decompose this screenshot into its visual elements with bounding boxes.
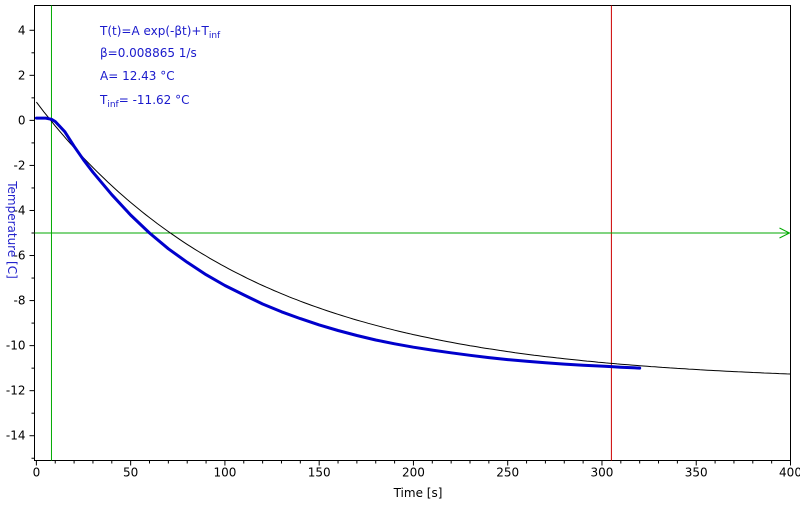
x-tick-label: 200 (402, 466, 425, 480)
x-tick-label: 300 (591, 466, 614, 480)
fit-annotation: T(t)=A exp(-βt)+Tinf β=0.008865 1/s A= 1… (99, 24, 221, 110)
tinf-text: Tinf= -11.62 °C (99, 93, 189, 110)
cursor-lines[interactable] (34, 5, 791, 461)
tinf-subscript: inf (107, 100, 119, 110)
x-tick-label: 0 (33, 466, 41, 480)
amplitude-text: A= 12.43 °C (100, 69, 175, 83)
y-tick-label: -12 (6, 384, 26, 398)
y-tick-label: -6 (14, 249, 26, 263)
tinf-label: T (99, 93, 108, 107)
x-axis-title: Time [s] (393, 486, 443, 500)
beta-text: β=0.008865 1/s (100, 46, 197, 60)
x-tick-label: 100 (213, 466, 236, 480)
measured-data-line (34, 116, 642, 370)
y-tick-label: -2 (14, 158, 26, 172)
y-tick-label: -14 (6, 429, 26, 443)
x-tick-label: 50 (123, 466, 138, 480)
equation-subscript: inf (209, 31, 221, 41)
fit-curve (36, 101, 791, 375)
x-tick-label: 400 (779, 466, 800, 480)
equation-main: T(t)=A exp(-βt)+T (99, 24, 209, 38)
y-tick-label: 2 (18, 68, 26, 82)
y-tick-label: -4 (14, 203, 26, 217)
y-tick-label: 0 (18, 113, 26, 127)
axis-ticks: 0 50 100 150 200 250 300 350 400 4 2 0 -2 -4 -6 -8 -10 -1… (6, 23, 800, 479)
data-series (34, 101, 791, 375)
x-tick-label: 250 (496, 466, 519, 480)
y-tick-label: -8 (14, 294, 26, 308)
x-tick-label: 350 (685, 466, 708, 480)
y-axis-title: Temperature [C] (5, 180, 19, 279)
y-tick-label: 4 (18, 23, 26, 37)
cursor-arrow-icon[interactable] (779, 227, 791, 239)
tinf-value: = -11.62 °C (119, 93, 190, 107)
equation-text: T(t)=A exp(-βt)+Tinf (99, 24, 221, 41)
y-tick-label: -10 (6, 339, 26, 353)
x-tick-label: 150 (308, 466, 331, 480)
